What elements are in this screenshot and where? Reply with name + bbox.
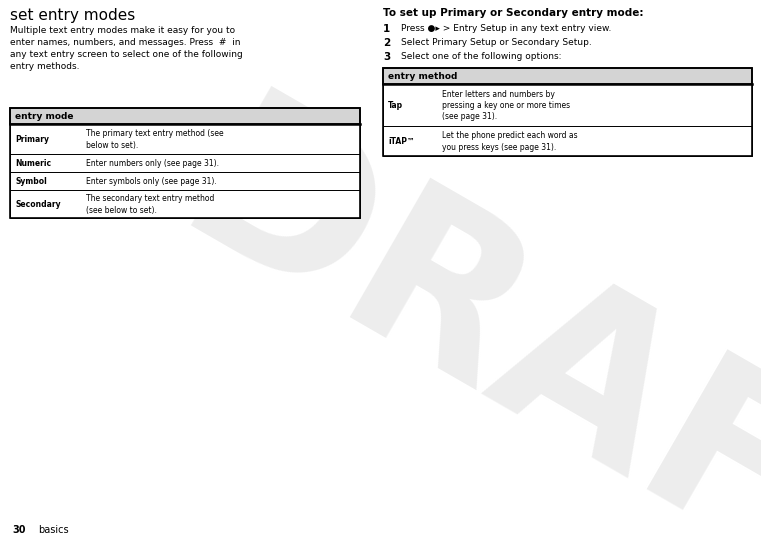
Text: Enter letters and numbers by
pressing a key one or more times
(see page 31).: Enter letters and numbers by pressing a … xyxy=(442,90,570,121)
Text: Enter symbols only (see page 31).: Enter symbols only (see page 31). xyxy=(86,177,217,186)
Text: Select Primary Setup or Secondary Setup.: Select Primary Setup or Secondary Setup. xyxy=(401,38,592,47)
Bar xyxy=(383,68,752,84)
Text: Symbol: Symbol xyxy=(15,177,46,186)
Text: basics: basics xyxy=(38,525,68,535)
Bar xyxy=(10,172,360,190)
Bar xyxy=(383,84,752,126)
Text: The primary text entry method (see
below to set).: The primary text entry method (see below… xyxy=(86,129,224,150)
Text: 3: 3 xyxy=(383,52,390,62)
Text: Secondary: Secondary xyxy=(15,200,61,209)
Bar xyxy=(10,124,360,154)
Text: Let the phone predict each word as
you press keys (see page 31).: Let the phone predict each word as you p… xyxy=(442,132,578,152)
Bar xyxy=(10,154,360,172)
Text: iTAP™: iTAP™ xyxy=(388,137,415,146)
Text: set entry modes: set entry modes xyxy=(10,8,135,23)
Text: DRAFT: DRAFT xyxy=(147,80,761,546)
Text: To set up Primary or Secondary entry mode:: To set up Primary or Secondary entry mod… xyxy=(383,8,644,18)
Bar xyxy=(10,108,360,124)
Text: Press ●▸ > Entry Setup in any text entry view.: Press ●▸ > Entry Setup in any text entry… xyxy=(401,24,611,33)
Text: Multiple text entry modes make it easy for you to
enter names, numbers, and mess: Multiple text entry modes make it easy f… xyxy=(10,26,243,72)
Text: 2: 2 xyxy=(383,38,390,48)
Bar xyxy=(10,108,360,218)
Text: Primary: Primary xyxy=(15,135,49,144)
Text: entry method: entry method xyxy=(388,72,457,81)
Bar xyxy=(383,126,752,156)
Text: Enter numbers only (see page 31).: Enter numbers only (see page 31). xyxy=(86,159,219,168)
Text: 1: 1 xyxy=(383,24,390,34)
Text: Tap: Tap xyxy=(388,101,403,110)
Text: Numeric: Numeric xyxy=(15,159,51,168)
Bar xyxy=(383,68,752,156)
Text: 30: 30 xyxy=(12,525,26,535)
Text: entry mode: entry mode xyxy=(15,112,74,121)
Bar xyxy=(10,190,360,218)
Text: Select one of the following options:: Select one of the following options: xyxy=(401,52,562,61)
Text: The secondary text entry method
(see below to set).: The secondary text entry method (see bel… xyxy=(86,194,215,215)
